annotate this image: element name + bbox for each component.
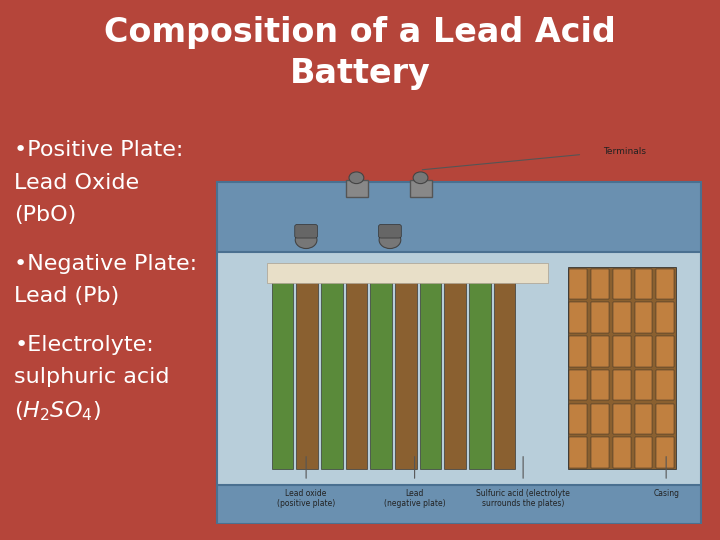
Text: $(H_2SO_4)$: $(H_2SO_4)$ xyxy=(14,400,102,423)
Bar xyxy=(570,302,588,333)
Bar xyxy=(346,180,368,197)
Text: Lead Oxide: Lead Oxide xyxy=(14,173,140,193)
Bar xyxy=(591,403,609,434)
Bar xyxy=(613,370,631,401)
Bar xyxy=(370,267,392,469)
Bar xyxy=(395,267,417,469)
Bar xyxy=(657,437,674,468)
Bar xyxy=(591,302,609,333)
Bar xyxy=(570,269,588,299)
Text: (PbO): (PbO) xyxy=(14,205,76,225)
Bar xyxy=(613,437,631,468)
Bar xyxy=(613,269,631,299)
Text: Terminals: Terminals xyxy=(603,147,647,156)
Text: •Positive Plate:: •Positive Plate: xyxy=(14,140,184,160)
Bar xyxy=(613,403,631,434)
Bar xyxy=(634,437,652,468)
FancyBboxPatch shape xyxy=(217,477,701,524)
Bar xyxy=(591,370,609,401)
Bar xyxy=(493,267,516,469)
Text: •Electrolyte:: •Electrolyte: xyxy=(14,335,154,355)
Text: Casing: Casing xyxy=(653,489,679,498)
Bar xyxy=(657,403,674,434)
Bar xyxy=(591,336,609,367)
Bar xyxy=(591,269,609,299)
Bar xyxy=(469,267,490,469)
Bar xyxy=(657,269,674,299)
Bar xyxy=(570,437,588,468)
FancyBboxPatch shape xyxy=(217,181,701,252)
Circle shape xyxy=(413,172,428,184)
Bar xyxy=(634,302,652,333)
Text: Lead oxide
(positive plate): Lead oxide (positive plate) xyxy=(277,489,336,508)
Text: Lead (Pb): Lead (Pb) xyxy=(14,286,120,306)
Bar xyxy=(346,267,367,469)
Bar xyxy=(271,267,293,469)
Bar xyxy=(634,370,652,401)
FancyBboxPatch shape xyxy=(217,244,701,485)
Bar xyxy=(570,403,588,434)
Bar xyxy=(613,336,631,367)
Text: Composition of a Lead Acid
Battery: Composition of a Lead Acid Battery xyxy=(104,16,616,90)
Bar xyxy=(657,302,674,333)
Text: Sulfuric acid (electrolyte
surrounds the plates): Sulfuric acid (electrolyte surrounds the… xyxy=(476,489,570,508)
FancyBboxPatch shape xyxy=(379,225,401,238)
Bar xyxy=(634,336,652,367)
Bar xyxy=(657,370,674,401)
Text: •Negative Plate:: •Negative Plate: xyxy=(14,254,197,274)
FancyBboxPatch shape xyxy=(294,225,318,238)
Bar xyxy=(410,180,432,197)
Bar xyxy=(567,267,676,469)
Bar xyxy=(444,267,466,469)
Bar xyxy=(420,267,441,469)
Bar xyxy=(591,437,609,468)
Bar xyxy=(634,269,652,299)
Bar xyxy=(657,336,674,367)
Text: sulphuric acid: sulphuric acid xyxy=(14,367,170,387)
Circle shape xyxy=(379,232,401,248)
Bar xyxy=(266,264,548,283)
Bar xyxy=(296,267,318,469)
Bar xyxy=(570,370,588,401)
Circle shape xyxy=(295,232,317,248)
Text: Lead
(negative plate): Lead (negative plate) xyxy=(384,489,446,508)
Bar xyxy=(321,267,343,469)
Bar xyxy=(634,403,652,434)
Bar xyxy=(613,302,631,333)
Circle shape xyxy=(349,172,364,184)
Bar xyxy=(570,336,588,367)
